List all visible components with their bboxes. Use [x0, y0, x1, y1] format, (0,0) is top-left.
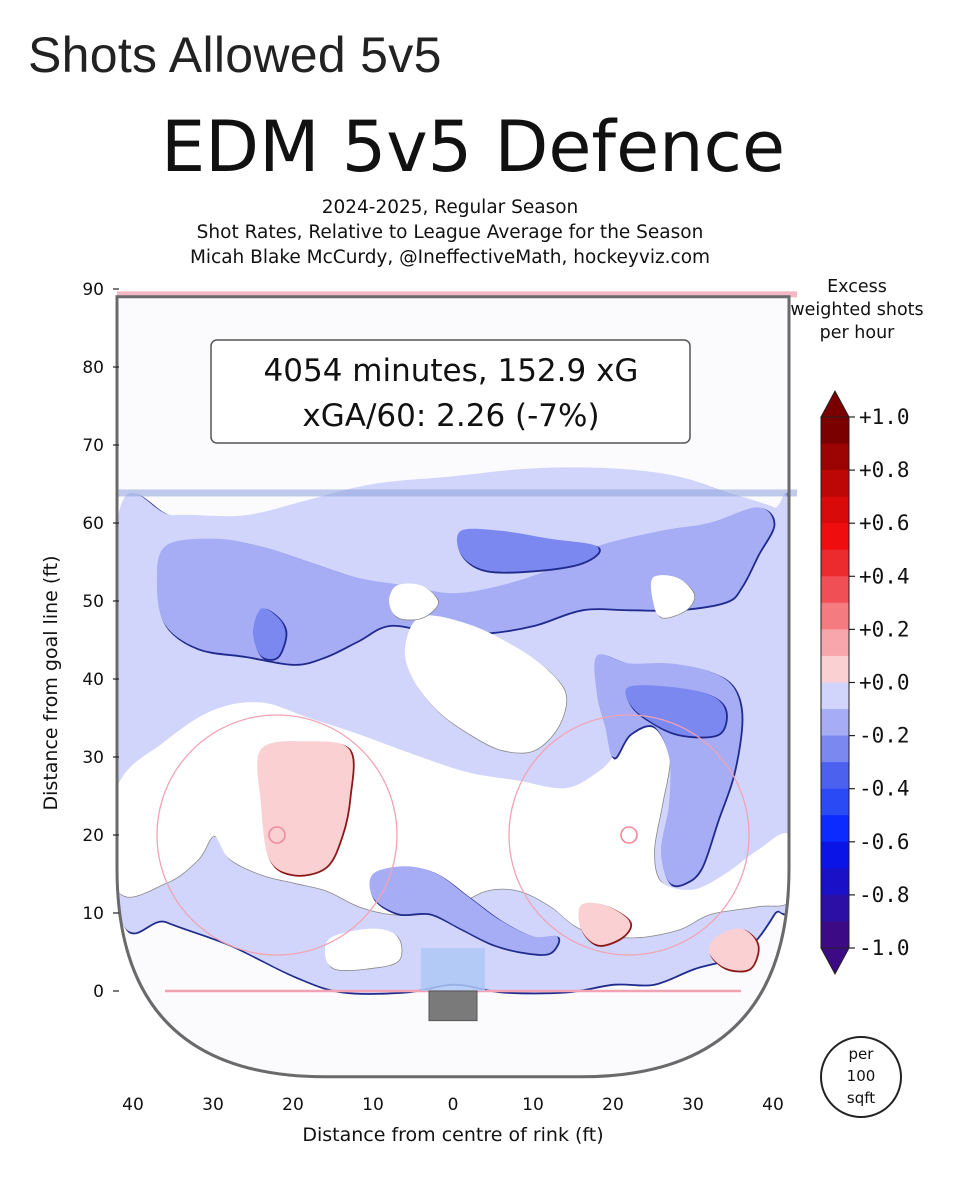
colorbar-segment-14: [821, 788, 849, 816]
rink-markings: [115, 291, 797, 1079]
contour-region-2: [156, 507, 774, 664]
y-tick-label-0: 90: [82, 280, 104, 300]
colorbar-title-line-3: per hour: [819, 323, 895, 343]
colorbar: +1.0 +0.8 +0.6 +0.4 +0.2 +0.0 -0.2 -0.4 -0.6 -0.8…: [820, 389, 910, 976]
colorbar-segment-17: [821, 868, 849, 896]
colorbar-title-line-2: weighted shots: [790, 300, 924, 320]
colorbar-segment-10: [821, 682, 849, 710]
colorbar-segment-15: [821, 815, 849, 843]
y-tick-label-4: 50: [82, 592, 104, 612]
colorbar-min-arrow: [820, 947, 850, 976]
contour-region-7: [650, 575, 694, 617]
faceoff-circle-1: [156, 714, 398, 956]
colorbar-segment-3: [821, 496, 849, 524]
x-tick-label-4: 0: [448, 1095, 459, 1115]
colorbar-segment-11: [821, 709, 849, 737]
contour-region-4: [369, 866, 558, 954]
chart-title: EDM 5v5 Defence: [160, 106, 786, 188]
y-tick-label-2: 70: [82, 436, 104, 456]
colorbar-tick-label-1: +0.8: [859, 458, 910, 482]
rink-boards: [115, 295, 791, 1079]
annotation-line-1: 4054 minutes, 152.9 xG: [264, 353, 639, 389]
colorbar-segment-19: [821, 921, 849, 949]
contour-region-14: [708, 928, 758, 971]
faceoff-dot-2: [620, 826, 638, 844]
x-tick-label-1: 30: [202, 1095, 224, 1115]
x-tick-label-2: 20: [282, 1095, 304, 1115]
contour-region-12: [257, 741, 353, 875]
contour-region-11: [253, 608, 285, 659]
y-tick-label-5: 40: [82, 670, 104, 690]
y-tick-label-7: 20: [82, 826, 104, 846]
unit-line-1: per: [849, 1045, 875, 1063]
colorbar-tick-label-4: +0.2: [859, 617, 910, 641]
colorbar-segment-12: [821, 735, 849, 763]
contour-region-6: [389, 583, 437, 619]
unit-badge: per 100 sqft: [820, 1036, 902, 1118]
annotation-line-2: xGA/60: 2.26 (-7%): [302, 398, 599, 434]
contour-region-10: [625, 685, 726, 737]
y-tick-label-6: 30: [82, 748, 104, 768]
colorbar-segment-0: [821, 417, 849, 445]
plot-axes: Distance from goal line (ft) Distance fr…: [40, 280, 784, 1146]
colorbar-tick-label-2: +0.6: [859, 511, 910, 535]
blue-line: [117, 489, 797, 497]
y-tick-label-1: 80: [82, 358, 104, 378]
colorbar-segment-6: [821, 576, 849, 604]
colorbar-tick-label-7: -0.4: [859, 777, 910, 801]
y-axis-label: Distance from goal line (ft): [40, 556, 62, 811]
x-tick-label-6: 20: [602, 1095, 624, 1115]
heatmap-contours: [117, 467, 789, 995]
colorbar-tick-label-10: -1.0: [859, 936, 910, 960]
colorbar-segment-8: [821, 629, 849, 657]
colorbar-segment-2: [821, 470, 849, 498]
goal-crease: [421, 948, 485, 991]
faceoff-circle-2: [508, 714, 750, 956]
colorbar-tick-label-6: -0.2: [859, 724, 910, 748]
colorbar-tick-label-0: +1.0: [859, 405, 910, 429]
x-axis-label: Distance from centre of rink (ft): [302, 1124, 603, 1146]
colorbar-segment-18: [821, 894, 849, 923]
colorbar-segment-5: [821, 549, 849, 577]
x-tick-label-7: 30: [682, 1095, 704, 1115]
colorbar-tick-label-5: +0.0: [859, 671, 910, 695]
x-tick-label-5: 10: [522, 1095, 544, 1115]
colorbar-segment-13: [821, 762, 849, 790]
colorbar-tick-label-9: -0.8: [859, 883, 910, 907]
colorbar-segment-16: [821, 841, 849, 869]
colorbar-max-arrow: [820, 389, 850, 418]
contour-region-5: [404, 615, 566, 752]
chart-subtitle-line-3: Micah Blake McCurdy, @IneffectiveMath, h…: [189, 247, 711, 268]
summary-annotation-box: 4054 minutes, 152.9 xG xGA/60: 2.26 (-7%…: [210, 339, 691, 444]
x-tick-label-8: 40: [762, 1095, 784, 1115]
unit-line-2: 100: [847, 1067, 876, 1085]
contour-region-8: [325, 928, 401, 970]
x-tick-label-0: 40: [122, 1095, 144, 1115]
centre-red-line: [117, 291, 797, 298]
y-tick-label-9: 0: [93, 982, 104, 1002]
colorbar-segment-4: [821, 523, 849, 551]
chart-subtitle-line-1: 2024-2025, Regular Season: [321, 197, 579, 218]
faceoff-dot-1: [268, 826, 286, 844]
colorbar-title-line-1: Excess: [827, 277, 887, 297]
page-heading: Shots Allowed 5v5: [28, 27, 442, 83]
colorbar-segment-7: [821, 602, 849, 630]
unit-line-3: sqft: [847, 1089, 875, 1107]
contour-region-13: [578, 902, 630, 945]
colorbar-segment-1: [821, 443, 849, 471]
y-tick-label-8: 10: [82, 904, 104, 924]
y-tick-label-3: 60: [82, 514, 104, 534]
x-tick-label-3: 10: [362, 1095, 384, 1115]
contour-region-9: [456, 528, 599, 572]
colorbar-tick-label-8: -0.6: [859, 830, 910, 854]
goal-net: [428, 990, 478, 1022]
colorbar-tick-label-3: +0.4: [859, 564, 910, 588]
chart-subtitle-line-2: Shot Rates, Relative to League Average f…: [196, 222, 704, 243]
colorbar-segment-9: [821, 655, 849, 684]
